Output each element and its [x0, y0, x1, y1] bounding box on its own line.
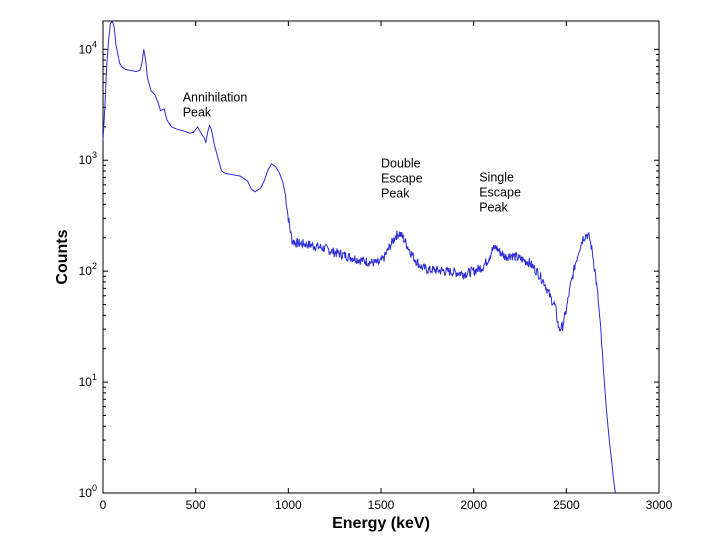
x-tick-label: 3000	[646, 498, 673, 512]
x-tick-label: 2000	[460, 498, 487, 512]
x-tick-label: 1500	[368, 498, 395, 512]
annotation-single-escape-peak: Single Escape Peak	[479, 171, 521, 215]
annotation-double-escape-peak: Double Escape Peak	[381, 157, 423, 201]
y-tick-label: 102	[79, 261, 97, 278]
x-axis-ticks: 0 500 1000 1500 2000 2500 3000	[100, 21, 673, 512]
annotations: Annihilation Peak Double Escape Peak Single Es…	[183, 90, 521, 214]
x-tick-label: 2500	[553, 498, 580, 512]
y-axis-ticks: 100 101 102 103 104	[79, 39, 659, 500]
y-axis-title: Counts	[54, 229, 71, 284]
y-tick-label: 100	[79, 483, 97, 500]
x-tick-label: 1000	[275, 498, 302, 512]
plot-area	[102, 20, 660, 494]
x-axis-title: Energy (keV)	[332, 515, 430, 532]
series-line	[102, 19, 616, 494]
x-tick-label: 0	[100, 498, 107, 512]
annotation-annihilation-peak: Annihilation Peak	[183, 90, 248, 119]
y-tick-label: 101	[79, 372, 97, 389]
y-tick-label: 103	[79, 150, 97, 167]
y-tick-label: 104	[79, 39, 97, 56]
x-tick-label: 500	[186, 498, 206, 512]
